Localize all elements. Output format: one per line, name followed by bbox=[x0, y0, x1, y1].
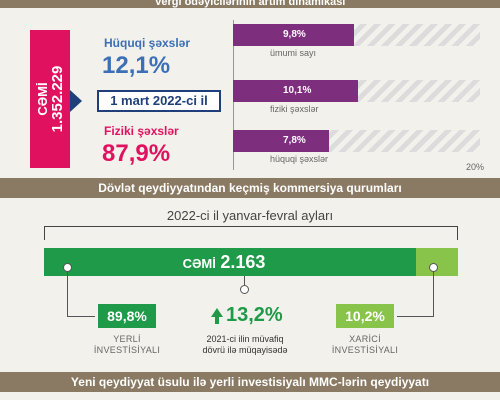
local-investment-fill bbox=[44, 248, 416, 276]
foreign-investment-caption: XARİCİ İNVESTİSİYALI bbox=[324, 334, 406, 356]
registration-banner-title: Dövlət qeydiyyatından keçmiş kommersiya … bbox=[98, 181, 402, 195]
change-caption-line: 2021-ci ilin müvafiq bbox=[206, 334, 284, 344]
registration-total-text: CƏMİ 2.163 bbox=[44, 248, 404, 276]
change-connector-dot bbox=[240, 285, 249, 294]
foreign-caption-line: İNVESTİSİYALI bbox=[331, 345, 399, 355]
local-connector-dot bbox=[63, 263, 72, 272]
local-caption-line: YERLİ bbox=[113, 334, 141, 344]
growth-bar-caption: fiziki şəxslər bbox=[270, 104, 319, 114]
total-label: CƏMİ bbox=[35, 82, 50, 116]
growth-bar-caption: ümumi sayı bbox=[270, 48, 317, 58]
growth-bar-fill: 9,8% bbox=[233, 24, 355, 46]
arrow-up-icon bbox=[211, 308, 223, 317]
physical-persons-label: Fiziki şəxslər bbox=[104, 124, 179, 138]
yoy-change-caption: 2021-ci ilin müvafiq dövrü ilə müqayisəd… bbox=[186, 334, 304, 356]
date-pointer-arrow bbox=[70, 90, 100, 112]
change-caption-line: dövrü ilə müqayisədə bbox=[202, 345, 288, 355]
registration-total-label: CƏMİ bbox=[182, 256, 216, 271]
juridical-persons-share: 12,1% bbox=[102, 52, 171, 79]
local-caption-line: İNVESTİSİYALI bbox=[93, 345, 161, 355]
registration-banner: Dövlət qeydiyyatından keçmiş kommersiya … bbox=[0, 178, 500, 198]
local-connector-line bbox=[67, 316, 95, 317]
foreign-investment-share: 10,2% bbox=[336, 304, 394, 328]
physical-persons-share: 87,9% bbox=[102, 140, 171, 167]
foreign-connector-line bbox=[433, 272, 434, 317]
top-banner: Vergi ödəyicilərinin artım dinamikası bbox=[0, 0, 500, 8]
growth-bar-total: 9,8% ümumi sayı bbox=[233, 24, 480, 58]
growth-bar-fill: 7,8% bbox=[233, 130, 330, 152]
growth-bar-juridical: 7,8% hüquqi şəxslər bbox=[233, 130, 480, 164]
top-banner-title: Vergi ödəyicilərinin artım dinamikası bbox=[154, 0, 346, 8]
date-label: 1 mart 2022-ci il bbox=[97, 90, 221, 112]
growth-bar-physical: 10,1% fiziki şəxslər bbox=[233, 80, 480, 114]
arrow-up-stem bbox=[215, 316, 219, 324]
juridical-persons-label: Hüquqi şəxslər bbox=[104, 36, 191, 50]
foreign-caption-line: XARİCİ bbox=[349, 334, 381, 344]
change-connector-line bbox=[244, 276, 245, 285]
total-taxpayers-bar: CƏMİ 1.352.229 bbox=[30, 30, 70, 168]
bottom-banner-title: Yeni qeydiyyat üsulu ilə yerli investisi… bbox=[70, 375, 430, 389]
registration-total-value: 2.163 bbox=[220, 252, 266, 272]
registration-total-bar: CƏMİ 2.163 bbox=[44, 248, 458, 276]
total-value: 1.352.229 bbox=[49, 65, 66, 133]
local-connector-line bbox=[67, 272, 68, 317]
growth-axis-max-label: 20% bbox=[466, 162, 485, 172]
local-investment-share: 89,8% bbox=[98, 304, 156, 328]
foreign-connector-line bbox=[397, 316, 434, 317]
growth-bar-fill: 10,1% bbox=[233, 80, 358, 102]
local-investment-caption: YERLİ İNVESTİSİYALI bbox=[88, 334, 166, 356]
bottom-banner: Yeni qeydiyyat üsulu ilə yerli investisi… bbox=[0, 372, 500, 392]
registration-period: 2022-ci il yanvar-fevral ayları bbox=[166, 208, 334, 223]
yoy-change-value: 13,2% bbox=[226, 304, 283, 326]
growth-bar-caption: hüquqi şəxslər bbox=[270, 154, 329, 164]
period-bracket bbox=[44, 226, 458, 240]
foreign-connector-dot bbox=[429, 263, 438, 272]
